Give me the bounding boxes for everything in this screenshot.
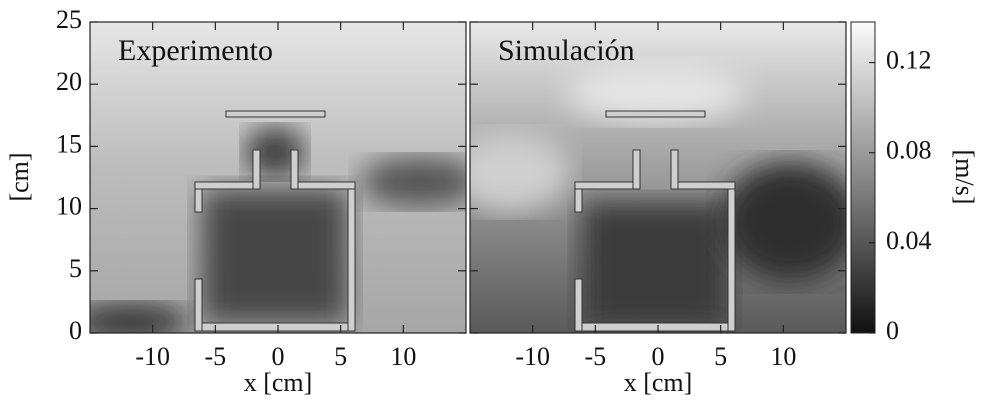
y-tick-label: 0: [69, 316, 82, 345]
panel-title: Simulación: [498, 34, 635, 67]
x-axis-label: x [cm]: [624, 368, 693, 397]
x-tick-label: 10: [390, 342, 416, 371]
y-tick-label: 15: [56, 129, 82, 158]
colorbar-tick-label: 0.04: [886, 226, 932, 255]
y-tick-label: 25: [56, 5, 82, 34]
colorbar-tick-label: 0.08: [886, 136, 932, 165]
y-tick-label: 20: [56, 67, 82, 96]
x-tick-label: 5: [334, 342, 347, 371]
colorbar-label: [m/s]: [950, 150, 979, 205]
x-tick-label: -5: [204, 342, 226, 371]
page: [cm] [m/s] Experimento-10-50510x [cm]051…: [0, 0, 986, 412]
x-tick-label: 5: [714, 342, 727, 371]
x-tick-label: -10: [515, 342, 550, 371]
x-tick-label: 0: [652, 342, 665, 371]
colorbar-tick-label: 0: [886, 316, 899, 345]
y-tick-label: 5: [69, 254, 82, 283]
figure: [cm] [m/s] Experimento-10-50510x [cm]051…: [0, 0, 986, 407]
y-tick-label: 10: [56, 192, 82, 221]
panel-experiment-image: [70, 22, 480, 340]
x-tick-label: 10: [770, 342, 796, 371]
x-tick-label: -10: [135, 342, 170, 371]
y-axis-label: [cm]: [5, 152, 34, 201]
x-tick-label: -5: [584, 342, 606, 371]
x-axis-label: x [cm]: [244, 368, 313, 397]
panel-title: Experimento: [118, 34, 273, 67]
colorbar: [851, 22, 875, 333]
colorbar-tick-label: 0.12: [886, 46, 932, 75]
panel-simulation-image: [450, 22, 860, 333]
x-tick-label: 0: [272, 342, 285, 371]
